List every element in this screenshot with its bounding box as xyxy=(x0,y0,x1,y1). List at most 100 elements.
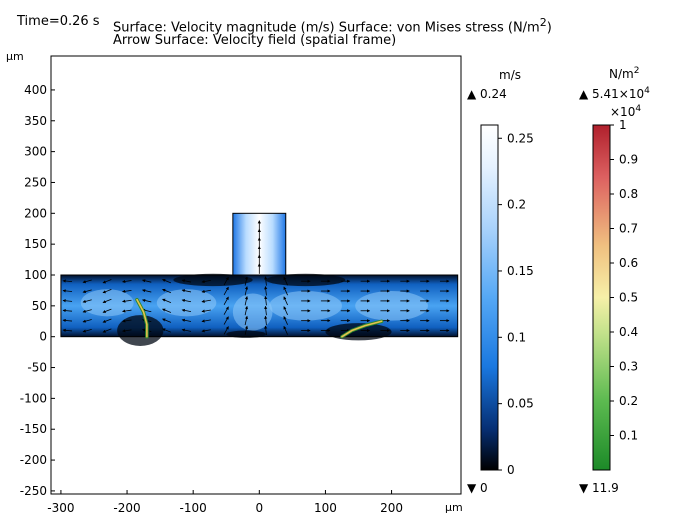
velocity-arrow xyxy=(181,298,192,303)
velocity-arrow xyxy=(141,279,152,283)
velocity-arrow xyxy=(82,309,92,313)
stress-tick-label: 0.9 xyxy=(619,153,638,167)
velocity-arrow xyxy=(102,318,112,323)
velocity-arrow xyxy=(162,288,172,294)
plot-title-text: Surface: Velocity magnitude (m/s) Surfac… xyxy=(113,20,540,36)
velocity-arrow xyxy=(181,289,192,293)
high-velocity-zone xyxy=(80,289,134,317)
stress-tick-label: 0.4 xyxy=(619,325,638,339)
high-velocity-zone xyxy=(232,293,273,331)
velocity-arrow xyxy=(244,295,249,306)
stress-multiplier-sup: 4 xyxy=(635,104,642,114)
velocity-arrow xyxy=(82,289,92,294)
velocity-arrow xyxy=(223,286,229,296)
x-tick-label: 100 xyxy=(314,501,337,515)
velocity-arrow xyxy=(62,289,73,293)
high-velocity-zone xyxy=(269,291,342,321)
velocity-max: ▲ 0.24 xyxy=(467,87,507,101)
velocity-arrow xyxy=(102,308,112,313)
velocity-arrow xyxy=(122,319,132,323)
velocity-arrow xyxy=(162,328,172,333)
plot-title-line2: Arrow Surface: Velocity field (spatial f… xyxy=(113,33,397,48)
velocity-arrow xyxy=(283,306,288,316)
velocity-arrow xyxy=(223,276,229,286)
stress-tick-label: 0.1 xyxy=(619,429,638,443)
velocity-arrow xyxy=(162,308,172,313)
velocity-arrow xyxy=(223,316,229,325)
velocity-arrow xyxy=(201,309,211,313)
velocity-arrow xyxy=(82,279,92,284)
low-velocity-zone xyxy=(173,273,253,287)
velocity-arrow xyxy=(283,276,288,286)
velocity-arrow xyxy=(244,276,249,286)
stress-min: ▼ 11.9 xyxy=(579,481,619,495)
velocity-arrow xyxy=(283,296,288,306)
velocity-arrow xyxy=(244,325,249,336)
velocity-arrow xyxy=(244,286,249,296)
velocity-colorbar xyxy=(480,124,499,471)
velocity-arrow xyxy=(141,289,152,293)
stress-max: ▲ 5.41×104 xyxy=(579,86,650,101)
x-tick-label: -300 xyxy=(47,501,74,515)
stress-tick-label: 0.2 xyxy=(619,394,638,408)
y-tick-label: -150 xyxy=(20,422,47,436)
velocity-arrow xyxy=(201,299,211,303)
velocity-tick-label: 0.05 xyxy=(507,397,534,411)
velocity-min: ▼ 0 xyxy=(467,481,488,495)
velocity-arrow xyxy=(181,318,192,322)
velocity-tick-label: 0.1 xyxy=(507,330,526,344)
x-tick-label: -100 xyxy=(180,501,207,515)
velocity-arrow xyxy=(181,308,192,313)
velocity-tick-label: 0.25 xyxy=(507,131,534,145)
plot-title-line1: Surface: Velocity magnitude (m/s) Surfac… xyxy=(113,16,552,35)
velocity-arrow xyxy=(82,319,92,323)
y-tick-label: 150 xyxy=(24,237,47,251)
velocity-arrow xyxy=(223,326,229,335)
velocity-arrow xyxy=(122,329,132,333)
velocity-tick-label: 0 xyxy=(507,463,515,477)
velocity-arrow xyxy=(62,309,73,313)
low-velocity-zone xyxy=(226,330,266,338)
velocity-arrow xyxy=(283,286,288,296)
stress-tick-label: 0.7 xyxy=(619,222,638,236)
stress-max-sup: 4 xyxy=(644,86,650,96)
velocity-tick-label: 0.2 xyxy=(507,198,526,212)
colorbars xyxy=(480,124,611,471)
stress-multiplier: ×104 xyxy=(610,104,641,119)
y-axis-unit: µm xyxy=(6,50,24,63)
velocity-arrow xyxy=(102,279,112,284)
velocity-arrow xyxy=(264,325,268,336)
y-tick-label: 300 xyxy=(24,145,47,159)
velocity-arrow xyxy=(102,289,112,294)
velocity-arrow xyxy=(181,328,192,332)
velocity-tick-label: 0.15 xyxy=(507,264,534,278)
velocity-arrow xyxy=(102,328,112,333)
velocity-arrow xyxy=(244,315,249,326)
velocity-arrow xyxy=(122,299,132,303)
x-axis-unit: µm xyxy=(445,501,463,514)
axis-ticks: -300 -200 -100 0 100 200 400 350 300 250 200 150 100… xyxy=(20,83,403,515)
stress-tick-label: 0.6 xyxy=(619,256,638,270)
velocity-arrow xyxy=(62,299,73,303)
velocity-arrow xyxy=(62,318,73,323)
y-tick-label: 100 xyxy=(24,268,47,282)
valve-stress-2 xyxy=(341,320,383,338)
x-tick-label: 200 xyxy=(380,501,403,515)
stress-valves xyxy=(135,297,384,339)
velocity-unit: m/s xyxy=(499,68,521,82)
stress-tick-label: 1 xyxy=(619,118,627,132)
velocity-arrow xyxy=(102,298,112,304)
velocity-arrow xyxy=(201,289,211,293)
velocity-arrow xyxy=(264,315,268,326)
velocity-arrow xyxy=(264,305,268,316)
y-tick-label: -100 xyxy=(20,391,47,405)
y-tick-label: -50 xyxy=(27,361,47,375)
velocity-arrow xyxy=(223,296,229,306)
velocity-arrow xyxy=(264,295,268,306)
velocity-arrow xyxy=(201,319,211,323)
velocity-arrow xyxy=(82,299,92,303)
velocity-arrow xyxy=(162,318,172,323)
y-tick-label: 200 xyxy=(24,206,47,220)
low-velocity-zone xyxy=(117,315,164,346)
